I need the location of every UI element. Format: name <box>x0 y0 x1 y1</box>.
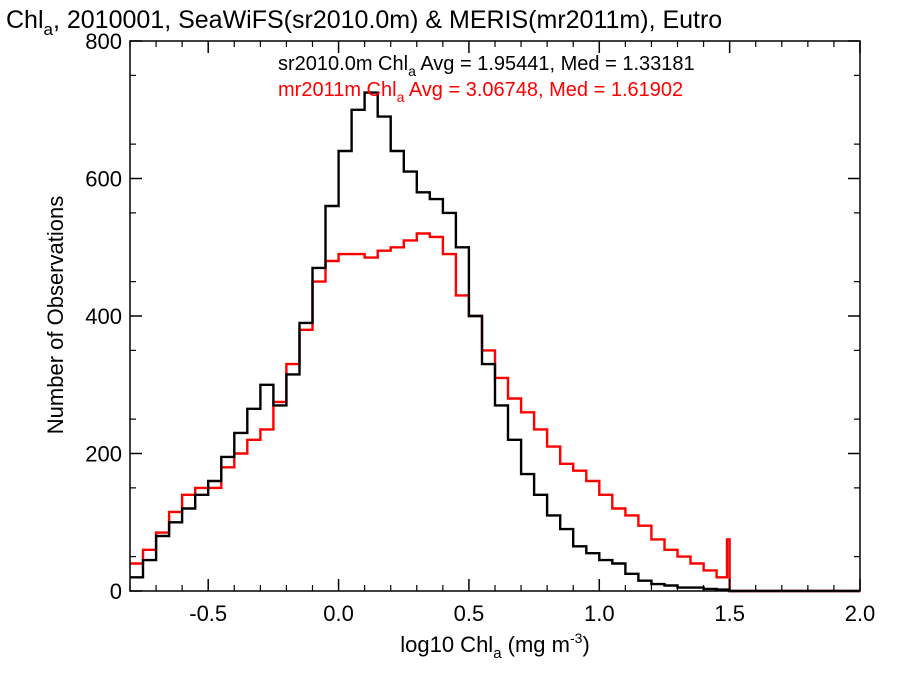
x-tick-label: 0.0 <box>323 601 354 626</box>
x-tick-label: 2.0 <box>845 601 876 626</box>
series-line-1 <box>130 232 860 593</box>
annotation-sr2010: sr2010.0m Chla Avg = 1.95441, Med = 1.33… <box>278 53 695 79</box>
series-line-0 <box>130 91 860 593</box>
x-tick-label: 1.5 <box>714 601 745 626</box>
series-layer <box>130 91 860 593</box>
y-tick-label: 0 <box>110 579 122 604</box>
y-tick-label: 400 <box>85 304 122 329</box>
y-tick-label: 200 <box>85 442 122 467</box>
x-axis-label: log10 Chla (mg m-3) <box>400 630 590 662</box>
y-axis-label: Number of Observations <box>43 196 68 434</box>
plot-frame <box>129 40 861 592</box>
x-tick-label: 0.5 <box>454 601 485 626</box>
annotation-mr2011: mr2011m Chla Avg = 3.06748, Med = 1.6190… <box>278 79 683 105</box>
chart-title: Chla, 2010001, SeaWiFS(sr2010.0m) & MERI… <box>6 6 722 39</box>
y-tick-label: 800 <box>85 29 122 54</box>
x-tick-label: -0.5 <box>189 601 227 626</box>
y-tick-label: 600 <box>85 167 122 192</box>
x-tick-label: 1.0 <box>584 601 615 626</box>
tick-layer: -0.5 0.0 0.5 1.0 1.5 2.0 0 200 400 600 800 <box>85 29 875 626</box>
